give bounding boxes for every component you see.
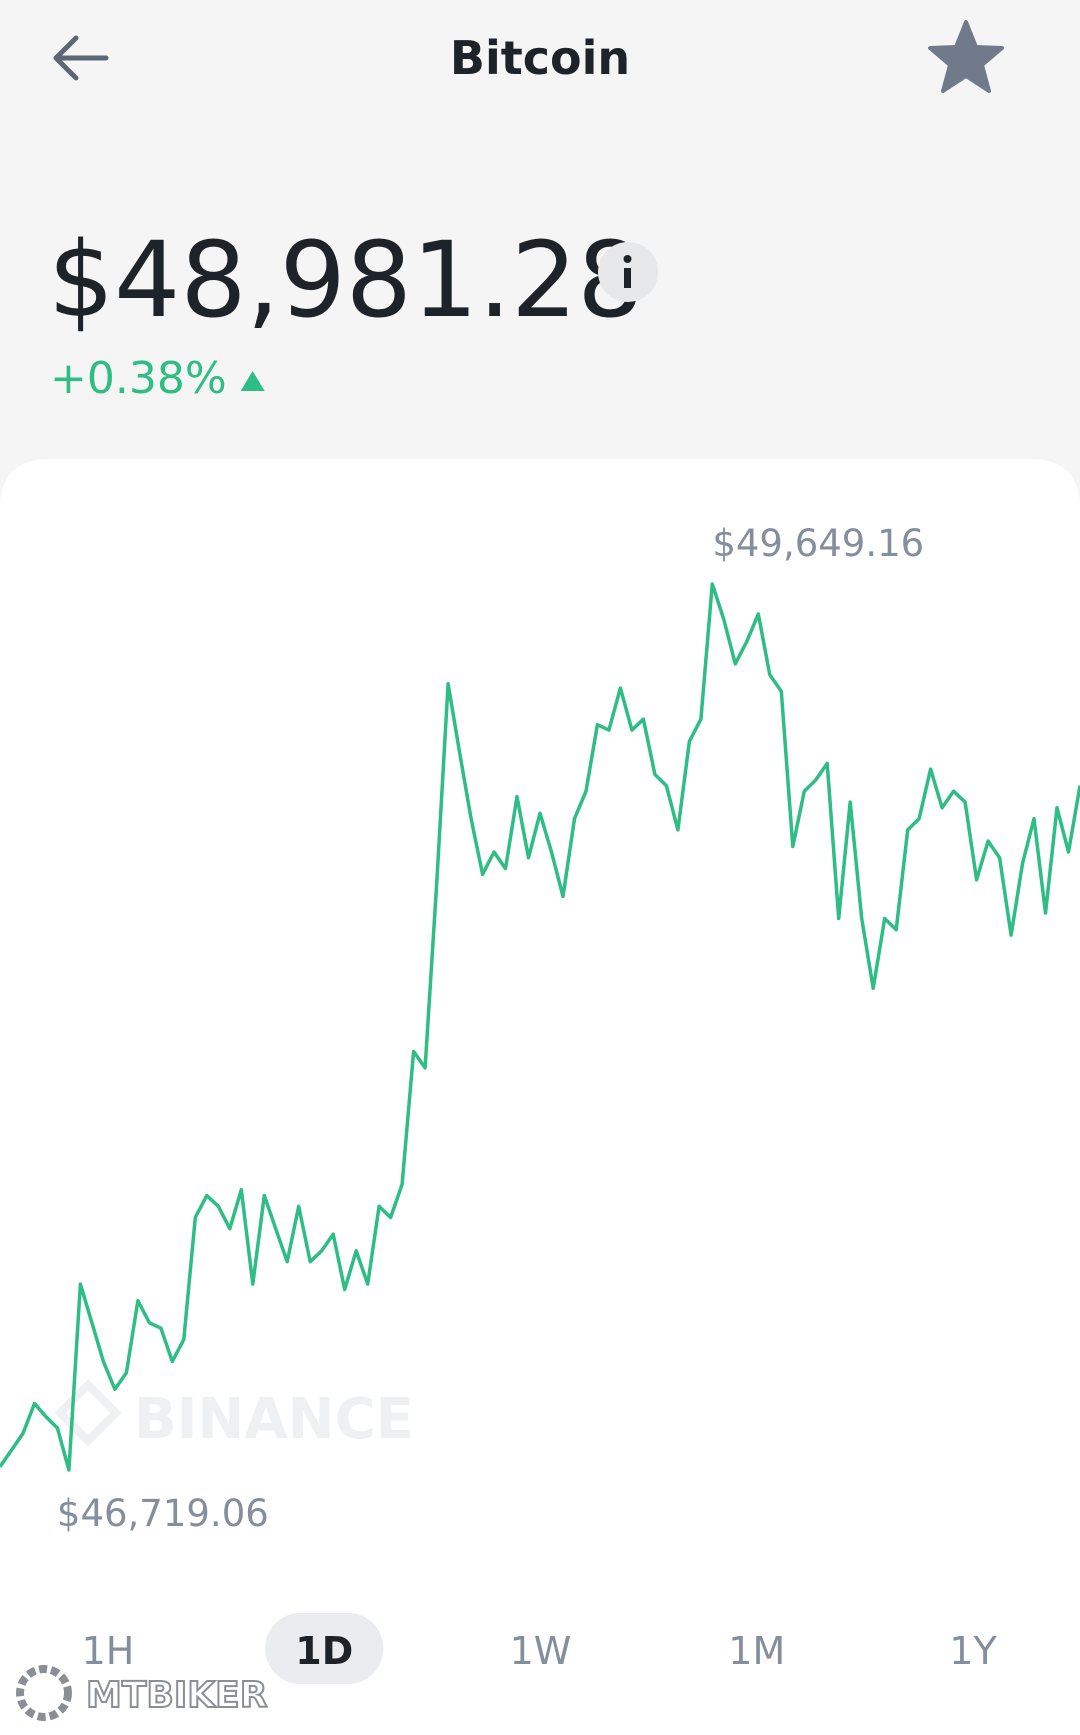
title: Bitcoin (450, 31, 630, 85)
mtbiker-watermark: MTBIKER (16, 1665, 268, 1721)
tab-label[interactable]: 1H (82, 1629, 135, 1673)
price-line (0, 582, 1080, 1472)
chart: BINANCE $49,649.16 $46,719.06 (0, 522, 1080, 1535)
back-button[interactable] (53, 35, 109, 81)
watermark-text: MTBIKER (86, 1675, 267, 1716)
price: $48,981.28 (48, 219, 643, 341)
tab-label[interactable]: 1D (295, 1629, 353, 1673)
min-label: $46,719.06 (57, 1492, 269, 1535)
info-dot (623, 255, 632, 263)
selected-tab-pill (265, 1613, 384, 1684)
back-arrow (53, 35, 109, 81)
up-triangle (240, 371, 265, 391)
chart-card (0, 459, 1080, 1735)
info-stem (624, 268, 631, 288)
tab-label[interactable]: 1W (510, 1629, 572, 1673)
tabs: 1H 1D 1W 1M 1Y (82, 1629, 998, 1673)
tab-label[interactable]: 1Y (949, 1629, 997, 1673)
watermark-logo (16, 1665, 72, 1721)
tab-label[interactable]: 1M (728, 1629, 785, 1673)
max-label: $49,649.16 (712, 522, 924, 565)
favorite-star[interactable] (928, 20, 1004, 93)
watermark-diamond (54, 1379, 122, 1447)
info-button[interactable] (598, 242, 658, 302)
change: +0.38% (50, 353, 227, 404)
chart-watermark: BINANCE (134, 1387, 414, 1452)
